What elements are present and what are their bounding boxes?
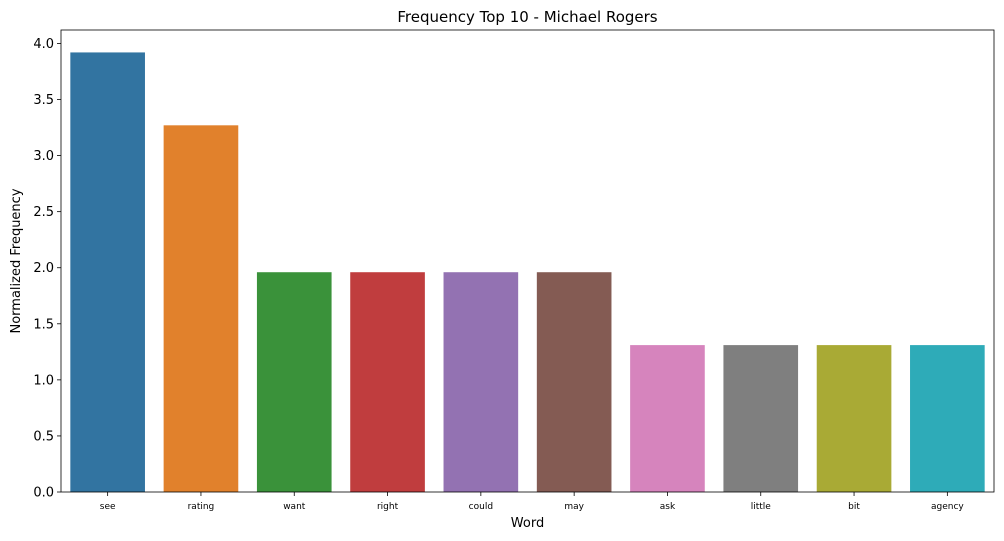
bar-right [350, 272, 425, 492]
x-tick-label-see: see [100, 502, 116, 512]
y-tick-label: 3.0 [33, 149, 54, 164]
y-tick-label: 0.0 [33, 486, 54, 501]
x-tick-label-ask: ask [660, 502, 676, 512]
x-tick-label-could: could [469, 502, 493, 512]
bar-bit [816, 345, 892, 492]
y-axis-title: Normalized Frequency [9, 188, 24, 333]
bar-want [256, 272, 332, 492]
bar-agency [910, 345, 985, 492]
bar-may [536, 272, 612, 492]
bar-see [70, 52, 145, 492]
bars-group [70, 52, 985, 492]
x-axis: see rating want right could may ask little bit ag… [100, 492, 964, 512]
chart-title: Frequency Top 10 - Michael Rogers [397, 8, 657, 26]
x-axis-title: Word [511, 516, 544, 531]
y-tick-label: 0.5 [33, 429, 54, 444]
x-tick-label-want: want [283, 502, 306, 512]
x-tick-label-bit: bit [848, 502, 860, 512]
x-tick-label-right: right [377, 502, 399, 512]
y-tick-label: 2.0 [33, 261, 54, 276]
x-tick-label-agency: agency [931, 502, 964, 512]
y-tick-label: 3.5 [33, 93, 54, 108]
bar-could [443, 272, 519, 492]
y-tick-label: 1.5 [33, 317, 54, 332]
y-tick-label: 1.0 [33, 373, 54, 388]
plot-frame [60, 29, 995, 493]
y-tick-label: 2.5 [33, 205, 54, 220]
bar-little [723, 345, 799, 492]
plot-area [60, 29, 995, 493]
y-axis: 0.0 0.5 1.0 1.5 2.0 2.5 3.0 3.5 4.0 [33, 37, 61, 501]
x-tick-label-rating: rating [188, 502, 215, 512]
y-tick-label: 4.0 [33, 37, 54, 52]
x-tick-label-little: little [751, 502, 772, 512]
x-tick-label-may: may [564, 502, 584, 512]
bar-ask [630, 345, 705, 492]
bar-rating [163, 125, 239, 492]
